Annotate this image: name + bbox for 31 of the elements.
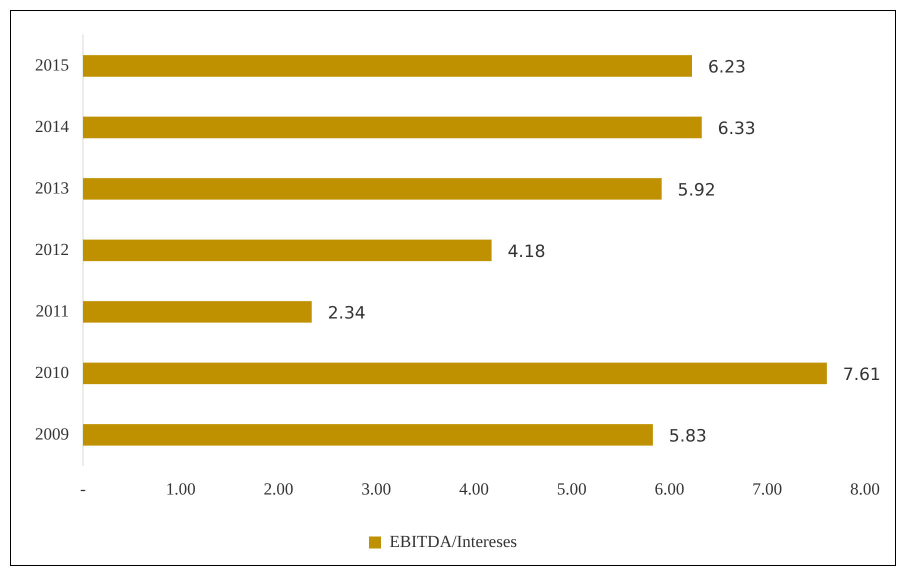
x-tick-label: 4.00 <box>459 479 489 498</box>
y-tick-label: 2010 <box>35 362 69 382</box>
y-tick-label: 2014 <box>35 116 70 136</box>
x-tick-label: 5.00 <box>556 479 587 498</box>
y-tick-label: 2012 <box>35 240 69 259</box>
y-tick-label: 2013 <box>35 178 69 198</box>
data-label: 2.34 <box>328 303 366 324</box>
bar <box>83 240 492 262</box>
data-label: 5.92 <box>678 180 716 200</box>
bar <box>83 301 312 323</box>
x-tick-label: 3.00 <box>361 479 392 498</box>
data-label: 5.83 <box>668 426 707 446</box>
data-label: 6.33 <box>718 118 756 139</box>
x-tick-label: 7.00 <box>752 479 782 498</box>
bar <box>83 178 662 200</box>
bar <box>83 424 653 446</box>
bar <box>83 116 702 138</box>
data-label: 6.23 <box>708 57 746 78</box>
x-tick-label: 8.00 <box>850 479 880 498</box>
x-tick-label: 1.00 <box>166 479 196 498</box>
legend-label: EBITDA/Intereses <box>390 532 517 551</box>
y-tick-label: 2015 <box>35 55 69 74</box>
bar <box>83 55 692 77</box>
x-tick-label: 2.00 <box>264 479 294 498</box>
data-label: 4.18 <box>508 242 546 262</box>
x-tick-label: - <box>80 479 86 498</box>
bar <box>83 362 827 384</box>
data-label: 7.61 <box>842 364 881 385</box>
y-tick-label: 2009 <box>35 424 69 444</box>
x-tick-label: 6.00 <box>654 479 684 498</box>
y-tick-label: 2011 <box>36 301 69 320</box>
